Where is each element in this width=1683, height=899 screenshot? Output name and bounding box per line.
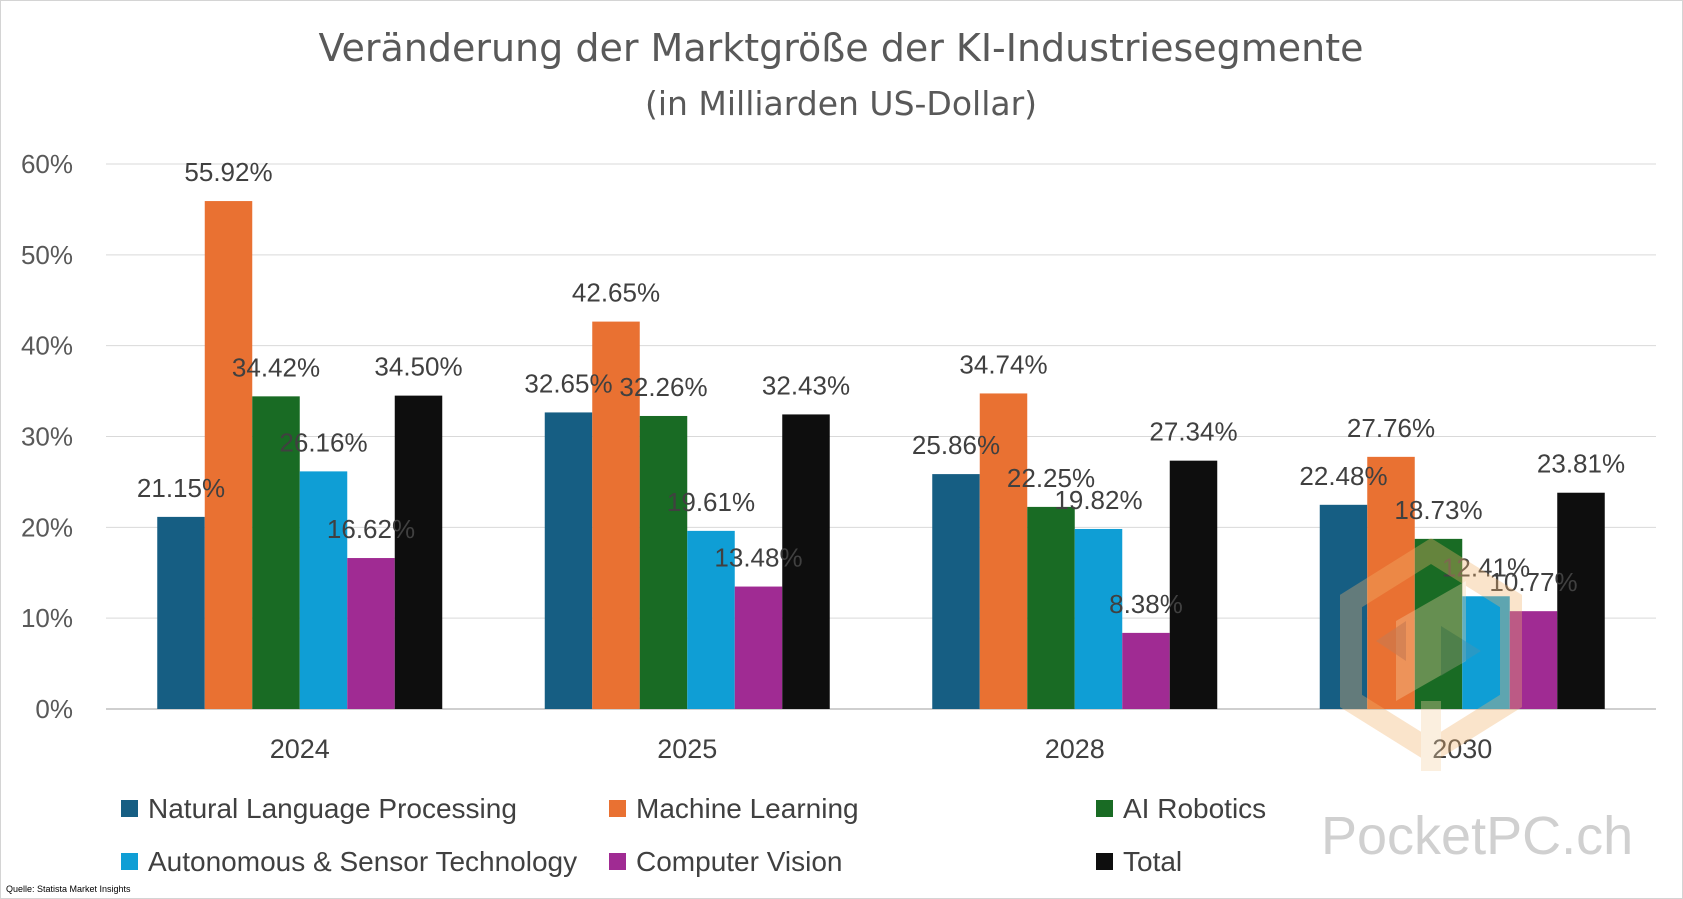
data-label: 23.81% bbox=[1537, 449, 1625, 479]
legend-item: Total bbox=[1096, 846, 1182, 877]
bars bbox=[157, 201, 1605, 709]
bar bbox=[979, 393, 1028, 709]
y-tick-label: 30% bbox=[21, 422, 73, 452]
x-category-label: 2030 bbox=[1432, 734, 1492, 764]
bar bbox=[1319, 504, 1368, 709]
y-tick-label: 40% bbox=[21, 331, 73, 361]
bar bbox=[1027, 506, 1075, 709]
y-axis-tick-labels: 0% 10% 20% 30% 40% 50% 60% bbox=[21, 149, 73, 724]
bar bbox=[1074, 528, 1123, 709]
data-label: 32.65% bbox=[524, 368, 612, 398]
y-tick-label: 20% bbox=[21, 512, 73, 542]
legend-label: Natural Language Processing bbox=[148, 793, 517, 824]
y-tick-label: 10% bbox=[21, 603, 73, 633]
data-label: 21.15% bbox=[137, 473, 225, 503]
data-label: 34.50% bbox=[374, 352, 462, 382]
data-label: 27.34% bbox=[1149, 417, 1237, 447]
data-label: 8.38% bbox=[1109, 589, 1183, 619]
legend-item: AI Robotics bbox=[1096, 793, 1266, 824]
bar bbox=[347, 558, 395, 709]
bar bbox=[394, 395, 443, 709]
legend-label: Total bbox=[1123, 846, 1182, 877]
bar bbox=[1557, 492, 1605, 709]
data-label: 18.73% bbox=[1394, 495, 1482, 525]
watermark: PocketPC.ch bbox=[1321, 538, 1633, 866]
bar bbox=[1367, 456, 1415, 709]
legend-item: Autonomous & Sensor Technology bbox=[121, 846, 577, 877]
y-tick-label: 60% bbox=[21, 149, 73, 179]
data-label: 25.86% bbox=[912, 430, 1000, 460]
legend-item: Machine Learning bbox=[609, 793, 859, 824]
data-label: 27.76% bbox=[1347, 413, 1435, 443]
data-label: 22.48% bbox=[1299, 461, 1387, 491]
data-labels: 21.15% 55.92% 34.42% 26.16% 16.62% 34.50% 32.6… bbox=[137, 157, 1625, 619]
data-label: 13.48% bbox=[714, 543, 802, 573]
data-label: 34.42% bbox=[232, 352, 320, 382]
bar bbox=[592, 321, 640, 709]
y-tick-label: 0% bbox=[35, 694, 73, 724]
data-label: 10.77% bbox=[1489, 567, 1577, 597]
bar bbox=[157, 516, 205, 709]
bar bbox=[204, 201, 253, 709]
x-category-label: 2025 bbox=[657, 734, 717, 764]
watermark-text: PocketPC.ch bbox=[1321, 806, 1633, 866]
source-note: Quelle: Statista Market Insights bbox=[6, 884, 131, 894]
legend-swatch bbox=[121, 800, 138, 817]
bar bbox=[544, 412, 593, 709]
legend-item: Computer Vision bbox=[609, 846, 842, 877]
data-label: 22.25% bbox=[1007, 463, 1095, 493]
bar bbox=[1509, 611, 1558, 709]
legend-swatch bbox=[1096, 853, 1113, 870]
data-label: 12.41% bbox=[1442, 552, 1530, 582]
bar bbox=[687, 530, 735, 709]
data-label: 26.16% bbox=[279, 427, 367, 457]
legend-label: Computer Vision bbox=[636, 846, 842, 877]
bar bbox=[252, 396, 300, 709]
data-label: 19.61% bbox=[667, 487, 755, 517]
data-label: 19.82% bbox=[1054, 485, 1142, 515]
bar bbox=[734, 586, 783, 709]
watermark-logo-icon bbox=[1340, 538, 1522, 771]
legend-label: AI Robotics bbox=[1123, 793, 1266, 824]
legend-swatch bbox=[609, 853, 626, 870]
bar bbox=[1169, 460, 1218, 709]
x-category-label: 2024 bbox=[270, 734, 330, 764]
bar bbox=[1122, 632, 1170, 709]
y-tick-label: 50% bbox=[21, 240, 73, 270]
bar bbox=[639, 415, 688, 709]
bar bbox=[1414, 538, 1463, 709]
legend-swatch bbox=[609, 800, 626, 817]
legend-swatch bbox=[121, 853, 138, 870]
chart-subtitle: (in Milliarden US-Dollar) bbox=[645, 84, 1037, 123]
chart-title: Veränderung der Marktgröße der KI-Indust… bbox=[318, 26, 1363, 70]
bar bbox=[932, 474, 980, 709]
data-label: 34.74% bbox=[959, 349, 1047, 379]
legend-item: Natural Language Processing bbox=[121, 793, 517, 824]
legend-label: Machine Learning bbox=[636, 793, 859, 824]
data-label: 42.65% bbox=[572, 278, 660, 308]
bar bbox=[782, 414, 830, 709]
x-axis-category-labels: 2024 2025 2028 2030 bbox=[270, 734, 1493, 764]
data-label: 55.92% bbox=[184, 157, 272, 187]
x-category-label: 2028 bbox=[1045, 734, 1105, 764]
data-label: 32.43% bbox=[762, 370, 850, 400]
legend-swatch bbox=[1096, 800, 1113, 817]
bar bbox=[299, 471, 348, 709]
data-label: 16.62% bbox=[327, 514, 415, 544]
bar bbox=[1462, 596, 1510, 709]
legend: Natural Language Processing Machine Learn… bbox=[121, 793, 1266, 877]
data-label: 32.26% bbox=[619, 372, 707, 402]
legend-label: Autonomous & Sensor Technology bbox=[148, 846, 577, 877]
